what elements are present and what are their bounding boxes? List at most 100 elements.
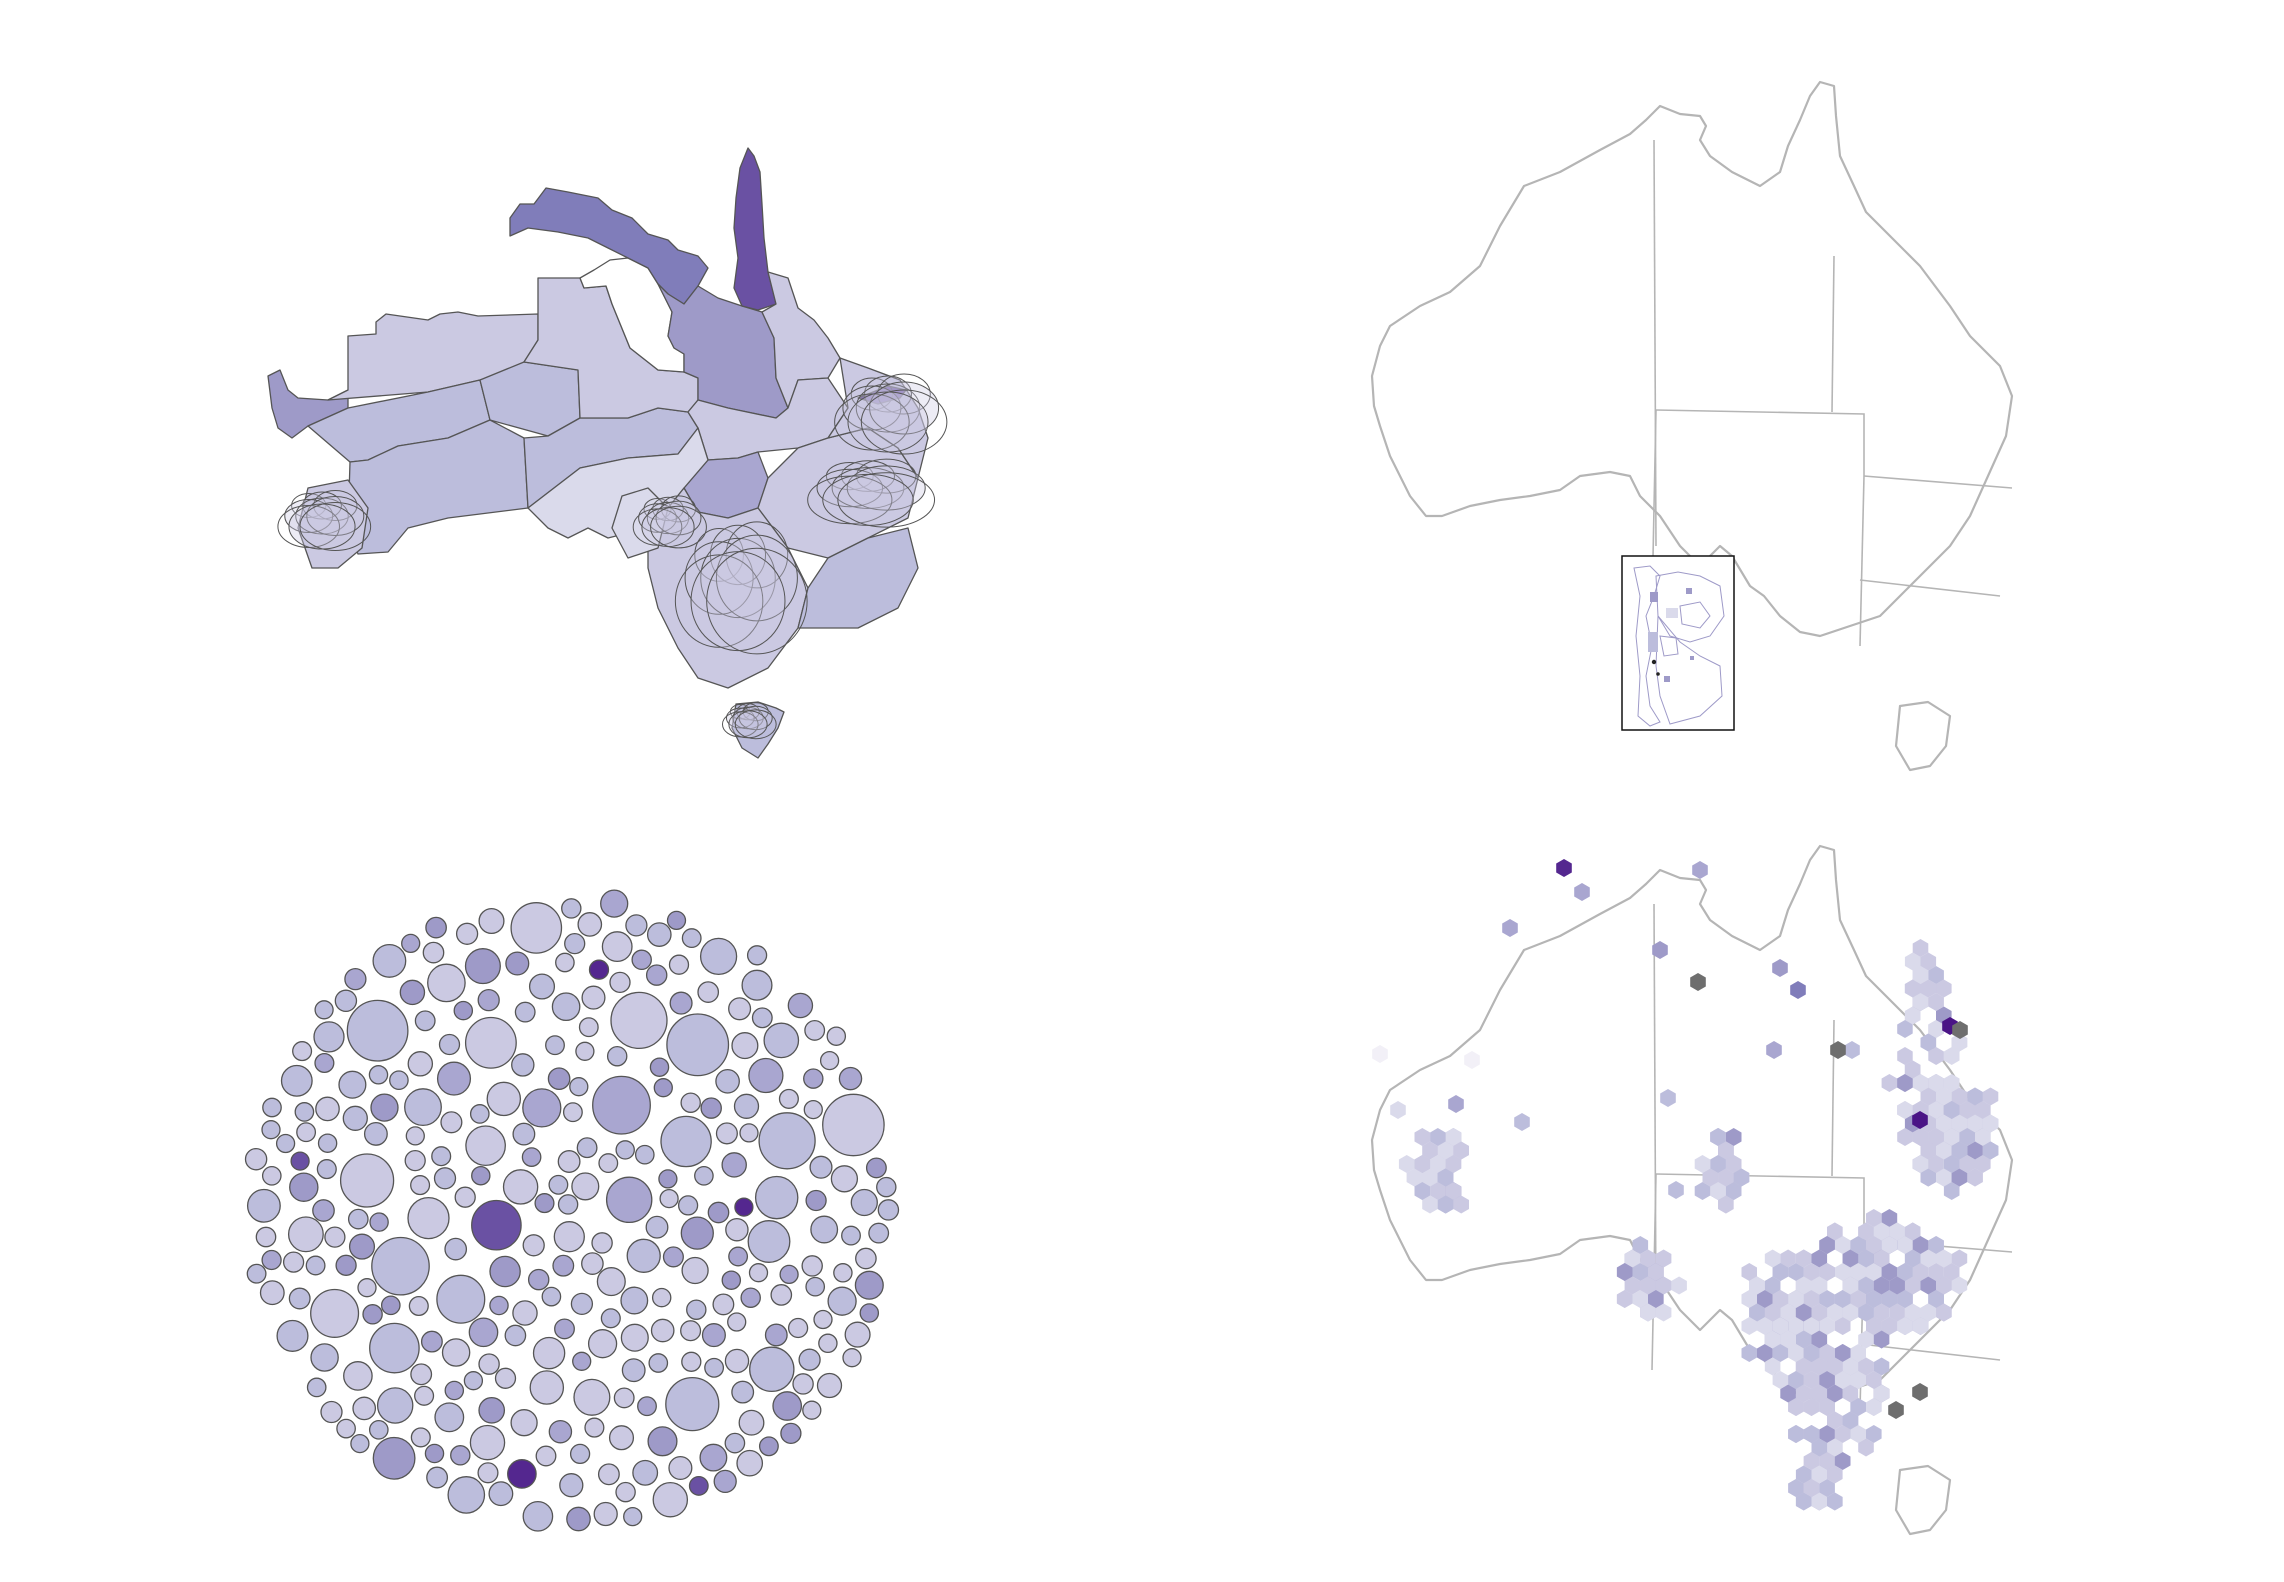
hex-tile bbox=[1725, 1128, 1742, 1146]
dorling-circle bbox=[803, 1068, 824, 1089]
dorling-circle bbox=[522, 1500, 554, 1532]
hex-tile bbox=[1502, 919, 1518, 937]
dorling-circle bbox=[489, 1255, 521, 1288]
hex-tile bbox=[1912, 1074, 1929, 1092]
hex-tile bbox=[1842, 1411, 1859, 1430]
dorling-circle bbox=[510, 902, 563, 954]
dorling-circle bbox=[625, 914, 648, 937]
dorling-circle bbox=[577, 912, 603, 937]
hex-tile bbox=[1904, 979, 1921, 998]
hex-tile bbox=[1655, 1276, 1672, 1295]
dorling-circle bbox=[748, 1057, 784, 1094]
hex-tile bbox=[1912, 993, 1929, 1011]
dorling-circle bbox=[262, 1097, 282, 1118]
hex-tile bbox=[1904, 952, 1921, 971]
hex-tile bbox=[1780, 1249, 1796, 1268]
hex-tile bbox=[1710, 1128, 1726, 1146]
hex-tile bbox=[1912, 1317, 1929, 1335]
dorling-circle bbox=[438, 1033, 461, 1056]
dorling-circle bbox=[410, 1427, 431, 1448]
dorling-circle bbox=[433, 1167, 457, 1190]
dorling-circle bbox=[310, 1288, 360, 1338]
hex-tile bbox=[1668, 1181, 1684, 1199]
state-border bbox=[1653, 903, 1657, 1311]
hex-tile bbox=[1422, 1141, 1438, 1160]
hex-tile bbox=[1803, 1317, 1820, 1335]
dorling-circle bbox=[623, 1506, 643, 1527]
dorling-circle bbox=[665, 1376, 720, 1432]
dorling-circle bbox=[312, 1199, 335, 1222]
dorling-circle bbox=[721, 1152, 747, 1178]
dorling-circle bbox=[342, 1105, 368, 1131]
hex-tile bbox=[1834, 1263, 1851, 1281]
dorling-circle bbox=[468, 1317, 499, 1348]
cartogram-region-outline bbox=[694, 528, 744, 582]
dorling-circle bbox=[246, 1263, 267, 1284]
dorling-circle bbox=[609, 971, 631, 994]
inset-fill bbox=[1666, 608, 1678, 618]
hex-tile bbox=[1749, 1276, 1765, 1295]
hex-tile bbox=[1788, 1263, 1804, 1281]
hex-tile bbox=[1912, 966, 1929, 984]
dorling-circle bbox=[779, 1264, 799, 1285]
hex-tile bbox=[1819, 1344, 1835, 1362]
hex-tile bbox=[1866, 1371, 1882, 1389]
dorling-circle bbox=[621, 1358, 646, 1383]
dorling-circle bbox=[736, 1449, 764, 1477]
dorling-circle bbox=[805, 1189, 827, 1212]
dorling-circle bbox=[746, 945, 768, 966]
hex-tile bbox=[1850, 1344, 1866, 1362]
dorling-circle bbox=[813, 1309, 833, 1330]
hex-tile bbox=[1888, 1401, 1904, 1419]
dorling-circle bbox=[477, 1462, 499, 1484]
dorling-circle bbox=[259, 1280, 285, 1306]
dorling-circle bbox=[844, 1321, 871, 1348]
dorling-circle bbox=[471, 1199, 522, 1251]
cartogram-region-outline bbox=[816, 468, 884, 508]
dorling-circle bbox=[569, 1077, 589, 1097]
dorling-circle bbox=[471, 1165, 491, 1186]
hex-tile bbox=[1632, 1263, 1649, 1281]
hex-tile bbox=[1842, 1357, 1859, 1376]
hex-tile bbox=[1834, 1317, 1851, 1335]
dorling-circle bbox=[620, 1286, 649, 1315]
dorling-circle bbox=[728, 997, 752, 1021]
dorling-circle bbox=[715, 1122, 738, 1145]
hex-tile bbox=[1430, 1182, 1446, 1200]
dorling-circle bbox=[507, 1459, 537, 1489]
hex-tile bbox=[1881, 1236, 1898, 1254]
hex-tile bbox=[1648, 1290, 1664, 1308]
hex-tile bbox=[1690, 973, 1706, 991]
dorling-circle bbox=[422, 941, 445, 964]
hex-tile bbox=[1819, 1425, 1835, 1443]
dorling-circle bbox=[587, 1329, 618, 1359]
hex-tile bbox=[1850, 1398, 1866, 1416]
hex-tile bbox=[1959, 1101, 1975, 1119]
dorling-circle bbox=[261, 1165, 282, 1186]
dorling-circle bbox=[369, 1322, 420, 1374]
dorling-circle bbox=[464, 1016, 517, 1069]
dorling-circle bbox=[704, 1357, 725, 1378]
hex-tile bbox=[1967, 1087, 1983, 1106]
dorling-circle bbox=[478, 907, 505, 935]
hex-tile bbox=[1928, 1128, 1944, 1146]
dorling-circle bbox=[833, 1263, 853, 1283]
dorling-circle bbox=[724, 1348, 750, 1374]
hex-tile bbox=[1632, 1290, 1649, 1308]
dorling-circle bbox=[747, 1220, 791, 1263]
hex-tile bbox=[1975, 1101, 1991, 1119]
hex-tile bbox=[1850, 1290, 1866, 1308]
hex-tile bbox=[1858, 1303, 1874, 1322]
cartogram-region-outline bbox=[299, 502, 372, 551]
dorling-circle bbox=[868, 1222, 890, 1244]
dorling-circle bbox=[288, 1287, 311, 1310]
dorling-circle bbox=[802, 1400, 822, 1420]
hex-tile bbox=[1741, 1344, 1757, 1362]
hex-tile bbox=[1406, 1168, 1423, 1187]
dorling-circle bbox=[294, 1102, 315, 1122]
dorling-circle bbox=[368, 1065, 389, 1085]
hex-tile bbox=[1741, 1290, 1757, 1308]
dorling-circle bbox=[572, 1351, 592, 1371]
dorling-circle bbox=[261, 1249, 282, 1271]
hex-tile bbox=[1819, 1398, 1835, 1416]
